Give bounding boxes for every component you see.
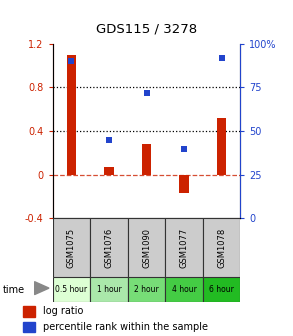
FancyBboxPatch shape <box>165 277 203 302</box>
Text: percentile rank within the sample: percentile rank within the sample <box>43 322 208 332</box>
FancyBboxPatch shape <box>90 218 128 277</box>
FancyBboxPatch shape <box>128 218 165 277</box>
Text: 0.5 hour: 0.5 hour <box>55 285 88 294</box>
FancyBboxPatch shape <box>203 218 240 277</box>
Polygon shape <box>35 282 49 295</box>
Text: time: time <box>3 285 25 295</box>
Bar <box>142 144 151 175</box>
Text: log ratio: log ratio <box>43 306 84 317</box>
Bar <box>23 306 35 317</box>
Bar <box>179 175 189 193</box>
FancyBboxPatch shape <box>53 277 90 302</box>
Text: 2 hour: 2 hour <box>134 285 159 294</box>
Text: GSM1078: GSM1078 <box>217 228 226 268</box>
Point <box>107 137 111 142</box>
Text: GSM1090: GSM1090 <box>142 228 151 268</box>
FancyBboxPatch shape <box>203 277 240 302</box>
Text: 6 hour: 6 hour <box>209 285 234 294</box>
FancyBboxPatch shape <box>165 218 203 277</box>
Bar <box>104 167 114 175</box>
Point <box>182 146 186 151</box>
Text: GDS115 / 3278: GDS115 / 3278 <box>96 22 197 35</box>
FancyBboxPatch shape <box>90 277 128 302</box>
Text: GSM1076: GSM1076 <box>105 228 113 268</box>
Bar <box>23 322 35 332</box>
Bar <box>217 118 226 175</box>
Point <box>144 90 149 95</box>
Point <box>219 55 224 60</box>
Text: 1 hour: 1 hour <box>97 285 121 294</box>
Text: GSM1077: GSM1077 <box>180 228 188 268</box>
FancyBboxPatch shape <box>53 218 90 277</box>
Bar <box>67 54 76 175</box>
Point <box>69 58 74 64</box>
Text: 4 hour: 4 hour <box>172 285 196 294</box>
FancyBboxPatch shape <box>128 277 165 302</box>
Text: GSM1075: GSM1075 <box>67 228 76 268</box>
